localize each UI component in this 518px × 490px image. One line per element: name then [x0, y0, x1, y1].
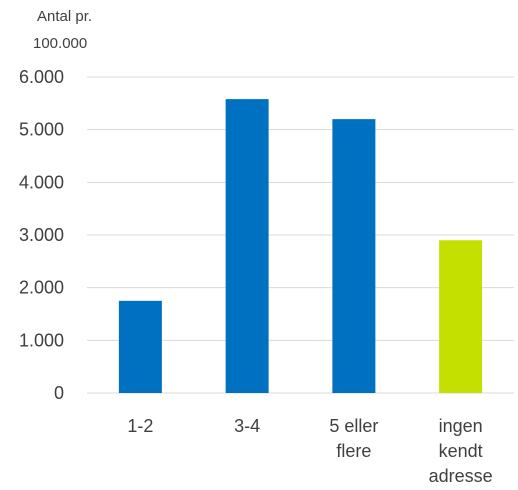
y-tick-label: 1.000 — [19, 330, 64, 350]
x-category-label: flere — [336, 441, 371, 461]
bar — [118, 300, 162, 393]
x-category-label: 1-2 — [127, 416, 153, 436]
y-axis-label-line-1: Antal pr. — [37, 8, 93, 25]
y-tick-label: 5.000 — [19, 120, 64, 140]
y-tick-label: 6.000 — [19, 67, 64, 87]
bar — [332, 119, 376, 393]
y-axis-ticks: 0 1.000 2.000 3.000 4.000 5.000 6.000 — [19, 67, 64, 403]
y-axis-label-line-2: 100.000 — [33, 35, 88, 52]
x-category-label: adresse — [429, 466, 493, 486]
y-tick-label: 4.000 — [19, 172, 64, 192]
x-axis-categories: 1-2 3-4 5 eller flere ingen kendt adresse — [127, 416, 492, 486]
y-tick-label: 0 — [54, 383, 64, 403]
y-tick-label: 2.000 — [19, 278, 64, 298]
x-category-label: kendt — [439, 441, 483, 461]
x-category-label: ingen — [439, 416, 483, 436]
bars — [118, 99, 483, 394]
y-tick-label: 3.000 — [19, 225, 64, 245]
bar — [439, 240, 483, 393]
x-category-label: 3-4 — [234, 416, 260, 436]
bar — [225, 99, 269, 394]
x-category-label: 5 eller — [329, 416, 378, 436]
